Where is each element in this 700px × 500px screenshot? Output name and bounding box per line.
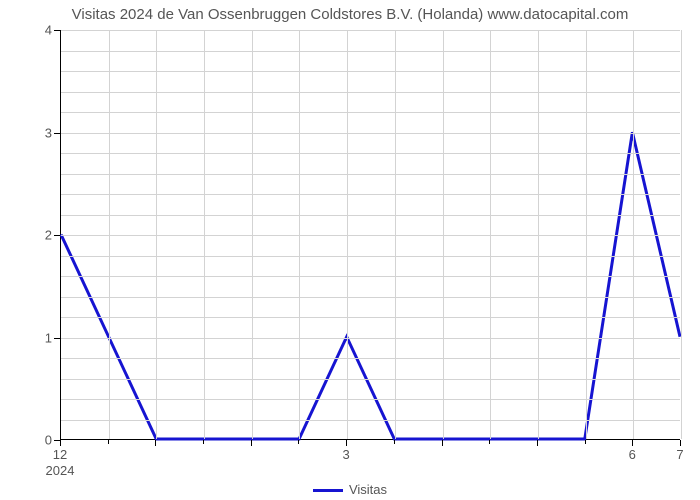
x-tick — [155, 440, 156, 446]
x-tick — [537, 440, 538, 446]
gridline-horizontal — [61, 174, 680, 175]
x-tick — [442, 440, 443, 446]
gridline-horizontal — [61, 379, 680, 380]
gridline-horizontal — [61, 420, 680, 421]
gridline-horizontal — [61, 215, 680, 216]
x-tick-label: 7 — [676, 447, 683, 462]
x-tick — [632, 440, 633, 446]
gridline-horizontal — [61, 194, 680, 195]
y-tick-label: 0 — [45, 433, 52, 448]
gridline-horizontal — [61, 399, 680, 400]
x-minor-tick — [394, 440, 395, 444]
gridline-horizontal — [61, 51, 680, 52]
gridline-horizontal — [61, 71, 680, 72]
x-tick — [346, 440, 347, 446]
x-tick-label: 3 — [343, 447, 350, 462]
gridline-horizontal — [61, 92, 680, 93]
x-tick — [680, 440, 681, 446]
gridline-horizontal — [61, 297, 680, 298]
y-tick-label: 2 — [45, 228, 52, 243]
chart-title: Visitas 2024 de Van Ossenbruggen Coldsto… — [0, 6, 700, 23]
y-tick-label: 4 — [45, 23, 52, 38]
x-tick-label: 6 — [629, 447, 636, 462]
x-sub-label: 2024 — [46, 463, 75, 478]
x-minor-tick — [108, 440, 109, 444]
x-minor-tick — [585, 440, 586, 444]
y-tick-label: 1 — [45, 330, 52, 345]
gridline-horizontal — [61, 30, 680, 31]
gridline-horizontal — [61, 358, 680, 359]
x-minor-tick — [489, 440, 490, 444]
gridline-vertical — [681, 30, 682, 439]
x-minor-tick — [203, 440, 204, 444]
gridline-horizontal — [61, 256, 680, 257]
gridline-horizontal — [61, 338, 680, 339]
plot-area — [60, 30, 680, 440]
gridline-horizontal — [61, 133, 680, 134]
y-tick-label: 3 — [45, 125, 52, 140]
x-tick — [60, 440, 61, 446]
gridline-horizontal — [61, 276, 680, 277]
legend-label: Visitas — [349, 482, 387, 497]
legend-swatch — [313, 489, 343, 492]
gridline-horizontal — [61, 317, 680, 318]
y-tick — [54, 30, 60, 31]
legend: Visitas — [0, 482, 700, 497]
y-tick — [54, 338, 60, 339]
gridline-horizontal — [61, 153, 680, 154]
x-tick — [251, 440, 252, 446]
gridline-horizontal — [61, 235, 680, 236]
y-tick — [54, 133, 60, 134]
gridline-horizontal — [61, 112, 680, 113]
x-minor-tick — [298, 440, 299, 444]
y-tick — [54, 235, 60, 236]
x-tick-label: 12 — [53, 447, 67, 462]
